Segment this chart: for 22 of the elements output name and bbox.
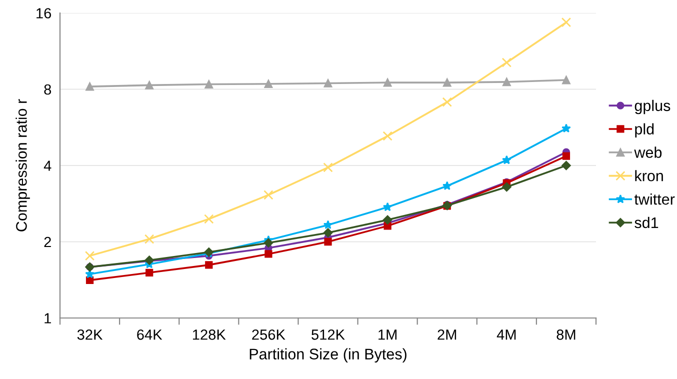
legend-label: twitter (634, 193, 675, 205)
legend-label: gplus (634, 100, 670, 114)
x-tick-label: 64K (137, 329, 162, 340)
x-tick-label: 256K (252, 329, 286, 340)
x-tick-label: 128K (192, 329, 226, 340)
x-tick-label: 1M (378, 330, 396, 340)
legend-label: kron (635, 170, 663, 182)
legend-label: web (634, 146, 662, 158)
y-tick-label: 8 (44, 84, 52, 95)
legend-label: sd1 (634, 216, 658, 228)
x-tick-label: 4M (496, 330, 516, 340)
x-tick-label: 32K (77, 329, 103, 340)
y-tick-label: 1 (44, 313, 51, 324)
y-tick-label: 16 (36, 8, 52, 18)
x-axis-title: Partition Size (in Bytes) (250, 348, 406, 363)
x-tick-label: 2M (438, 329, 456, 340)
x-tick-label: 8M (556, 329, 576, 340)
y-tick-label: 4 (44, 160, 52, 171)
legend-label: pld (635, 123, 654, 138)
y-axis-title: Compression ratio r (16, 99, 30, 232)
x-tick-label: 512K (312, 329, 345, 340)
y-tick-label: 2 (44, 236, 51, 248)
